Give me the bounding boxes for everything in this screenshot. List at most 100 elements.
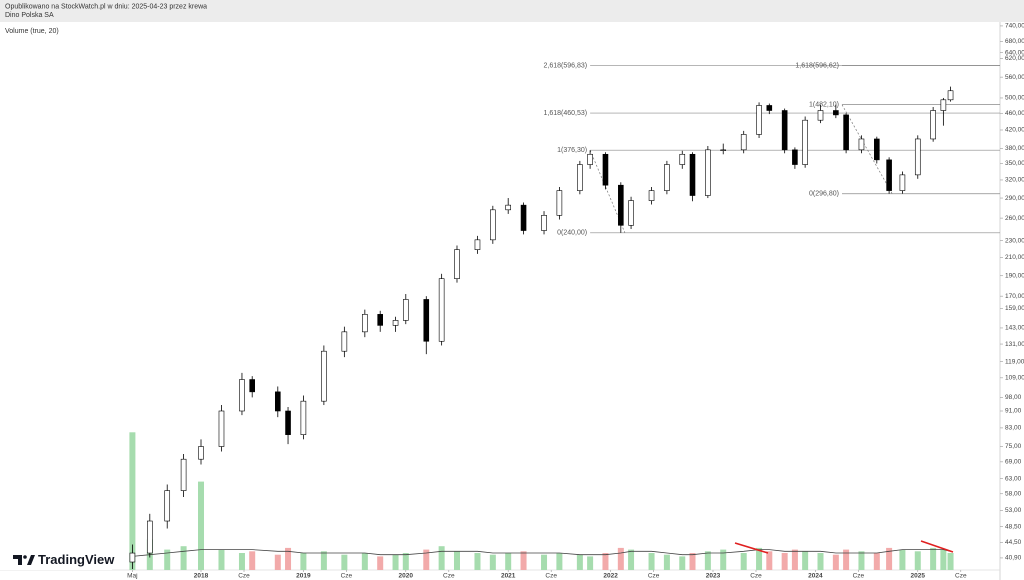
volume-bar (873, 553, 880, 570)
y-tick-label: 420,00 (1005, 127, 1024, 134)
x-tick-label: 2022 (603, 573, 618, 580)
volume-bar (832, 554, 839, 570)
candle-body (833, 110, 839, 116)
candle-body (602, 153, 609, 186)
candle-body (740, 134, 747, 151)
candle-body (781, 110, 788, 151)
volume-bar (756, 547, 763, 570)
candle-body (341, 331, 348, 352)
candle-body (490, 209, 496, 241)
candle-body (392, 320, 399, 326)
volume-trend-line (734, 542, 769, 554)
volume-bar (602, 553, 609, 570)
candle-body (940, 99, 947, 111)
x-tick-label: Maj (127, 573, 137, 580)
x-tick-label: Cze (750, 573, 762, 580)
volume-bar (947, 553, 954, 570)
y-tick-label: 210,00 (1005, 254, 1024, 261)
fib-level-label: 1(482,10) (809, 102, 839, 109)
volume-bar (781, 553, 788, 570)
y-tick-label: 560,00 (1005, 74, 1024, 81)
volume-bar (453, 551, 460, 570)
y-tick-label: 53,00 (1005, 507, 1022, 514)
volume-bar (930, 547, 937, 570)
candle-body (689, 153, 696, 196)
volume-bar (648, 553, 655, 570)
candle-body (648, 190, 655, 201)
volume-bar (628, 549, 635, 570)
volume-bar (180, 546, 187, 570)
candle-body (321, 350, 327, 402)
candle-body (474, 239, 481, 250)
volume-bar (817, 553, 824, 570)
x-tick-label: 2024 (808, 573, 823, 580)
volume-bar (300, 553, 307, 570)
candle-body (930, 110, 936, 140)
candle-body (618, 184, 624, 226)
volume-bar (377, 556, 384, 570)
volume-bar (520, 551, 527, 570)
volume-bar (218, 549, 225, 570)
volume-bar (587, 556, 594, 570)
x-tick-label: Cze (853, 573, 865, 580)
candle-body (947, 90, 954, 101)
watermark-text: TradingView (38, 552, 115, 567)
volume-bar (689, 553, 696, 570)
y-tick-label: 58,00 (1005, 490, 1022, 497)
candle-body (198, 446, 204, 460)
volume-bar (505, 553, 512, 570)
volume-bar (679, 556, 686, 570)
volume-bar (541, 554, 548, 570)
candle-body (720, 149, 727, 151)
y-tick-label: 83,00 (1005, 425, 1022, 432)
volume-bar (766, 551, 773, 570)
x-tick-label: Cze (443, 573, 455, 580)
y-tick-label: 460,00 (1005, 110, 1024, 117)
y-tick-label: 69,00 (1005, 459, 1022, 466)
candle-body (377, 314, 383, 326)
x-tick-label: 2021 (501, 573, 516, 580)
candle-body (664, 164, 670, 191)
volume-bar (392, 554, 399, 570)
fib-level-label: 1,618(596,62) (795, 62, 839, 69)
y-tick-label: 44,50 (1005, 539, 1022, 546)
volume-bar (858, 551, 865, 570)
volume-bar (576, 554, 583, 570)
candle-body (679, 153, 686, 165)
fib-level-label: 2,618(596,83) (544, 62, 588, 69)
x-tick-label: 2025 (911, 573, 926, 580)
candle-body (802, 119, 808, 165)
volume-bar (238, 553, 245, 570)
candle-body (541, 215, 547, 231)
volume-ma-line (132, 549, 951, 557)
volume-bar (489, 554, 496, 570)
y-tick-label: 63,00 (1005, 475, 1022, 482)
candle-body (147, 520, 153, 554)
y-tick-label: 119,00 (1005, 358, 1024, 365)
y-tick-label: 500,00 (1005, 95, 1024, 102)
candle-body (300, 400, 307, 435)
candle-body (520, 204, 527, 231)
x-tick-label: Cze (648, 573, 660, 580)
candle-body (587, 153, 593, 165)
candle-body (164, 490, 171, 522)
x-tick-label: 2018 (194, 573, 209, 580)
y-tick-label: 159,00 (1005, 305, 1024, 312)
x-tick-label: Cze (545, 573, 557, 580)
candle-body (423, 299, 430, 342)
y-tick-label: 230,00 (1005, 237, 1024, 244)
x-tick-label: Cze (341, 573, 353, 580)
y-tick-label: 91,00 (1005, 408, 1022, 415)
symbol-name: Dino Polska SA (5, 12, 54, 19)
volume-bar (320, 551, 327, 570)
fib-level-label: 0(240,00) (557, 230, 587, 237)
candle-body (705, 149, 711, 196)
candle-body (843, 114, 849, 151)
y-tick-label: 640,00 (1005, 49, 1024, 56)
volume-bar (423, 549, 430, 570)
y-tick-label: 680,00 (1005, 38, 1024, 45)
y-tick-label: 170,00 (1005, 293, 1024, 300)
indicator-label: Volume (true, 20) (5, 28, 59, 35)
